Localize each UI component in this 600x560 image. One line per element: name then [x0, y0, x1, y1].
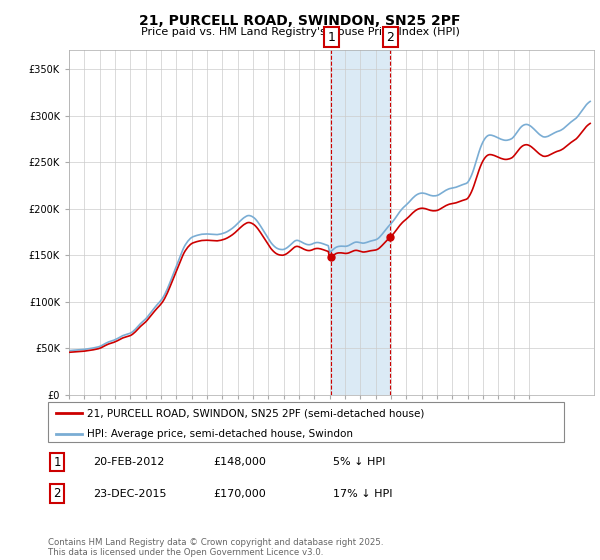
Text: 17% ↓ HPI: 17% ↓ HPI: [333, 489, 392, 499]
Text: 23-DEC-2015: 23-DEC-2015: [93, 489, 167, 499]
Text: Contains HM Land Registry data © Crown copyright and database right 2025.
This d: Contains HM Land Registry data © Crown c…: [48, 538, 383, 557]
Text: HPI: Average price, semi-detached house, Swindon: HPI: Average price, semi-detached house,…: [86, 428, 353, 438]
Text: 21, PURCELL ROAD, SWINDON, SN25 2PF: 21, PURCELL ROAD, SWINDON, SN25 2PF: [139, 14, 461, 28]
Text: 21, PURCELL ROAD, SWINDON, SN25 2PF (semi-detached house): 21, PURCELL ROAD, SWINDON, SN25 2PF (sem…: [86, 408, 424, 418]
Text: 2: 2: [386, 31, 394, 44]
Text: 20-FEB-2012: 20-FEB-2012: [93, 457, 164, 467]
Text: 1: 1: [53, 455, 61, 469]
Text: 5% ↓ HPI: 5% ↓ HPI: [333, 457, 385, 467]
FancyBboxPatch shape: [48, 402, 564, 442]
Text: £148,000: £148,000: [213, 457, 266, 467]
Bar: [331, 50, 390, 395]
Text: 1: 1: [328, 31, 335, 44]
Text: £170,000: £170,000: [213, 489, 266, 499]
Text: 2: 2: [53, 487, 61, 501]
Text: Price paid vs. HM Land Registry's House Price Index (HPI): Price paid vs. HM Land Registry's House …: [140, 27, 460, 37]
